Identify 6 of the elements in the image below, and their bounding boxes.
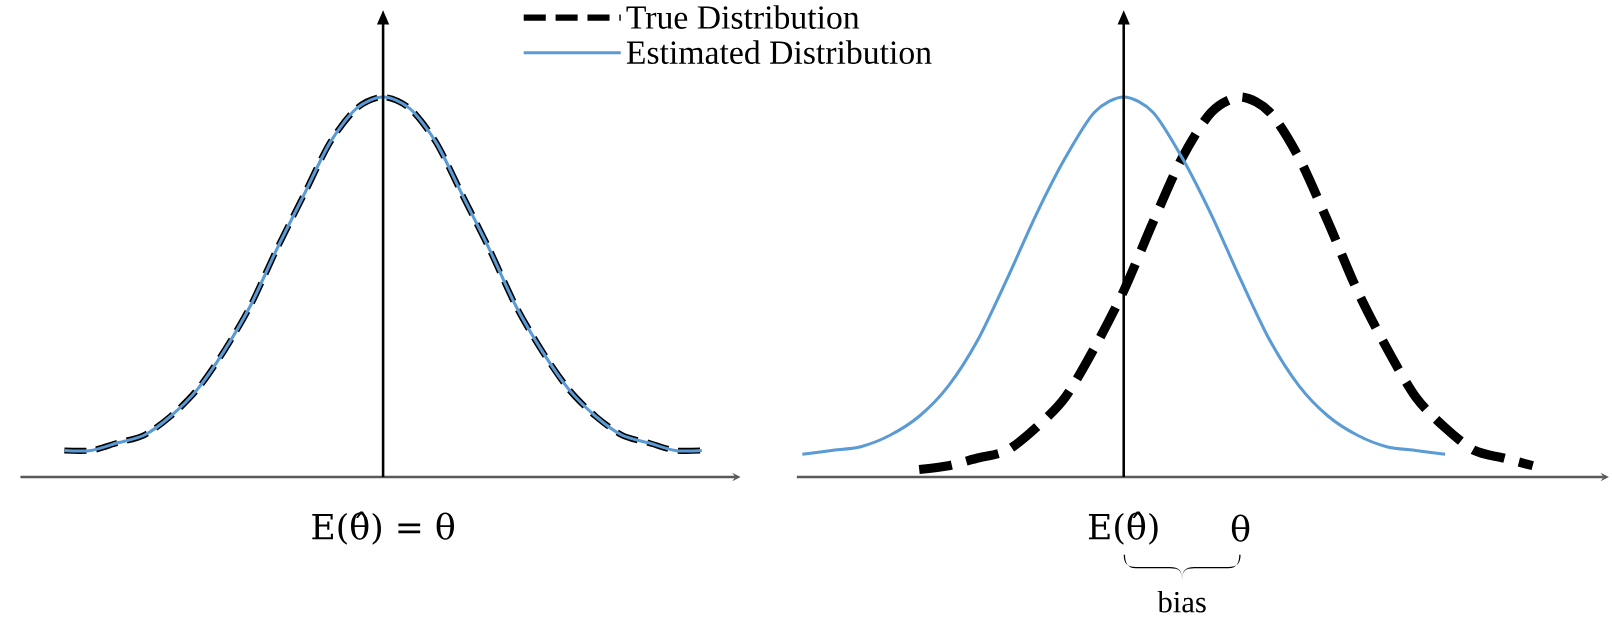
legend-label: Estimated Distribution [626, 40, 932, 64]
text: E(θ̂) [1088, 511, 1158, 545]
legend-label: True Distribution [626, 5, 860, 29]
text: θ [1231, 514, 1250, 542]
text: bias [1157, 590, 1206, 613]
text: E(θ̂) = θ [312, 511, 455, 545]
